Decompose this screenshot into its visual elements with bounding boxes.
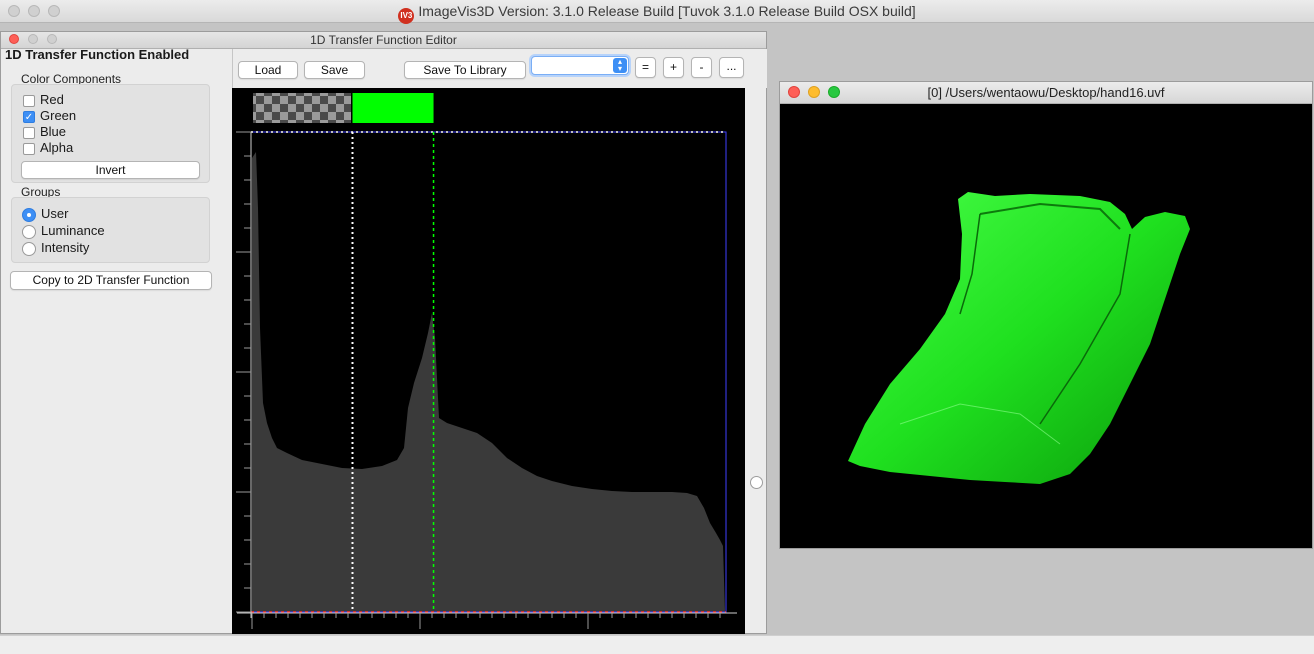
minimize-button-inactive[interactable] — [28, 5, 40, 17]
editor-titlebar[interactable]: 1D Transfer Function Editor — [1, 32, 766, 49]
hand-model — [848, 192, 1190, 484]
library-dropdown[interactable]: ▴ ▾ — [531, 56, 629, 75]
invert-button[interactable]: Invert — [21, 161, 200, 179]
save-button[interactable]: Save — [304, 61, 365, 79]
equal-button[interactable]: = — [635, 57, 656, 78]
hand-crease-detail — [1039, 233, 1131, 425]
intensity-label: Intensity — [41, 240, 90, 255]
plus-button[interactable]: + — [663, 57, 684, 78]
app-logo-icon: IV3 — [398, 8, 415, 24]
y-ticks — [236, 131, 251, 613]
enabled-heading: 1D Transfer Function Enabled — [5, 47, 190, 62]
render-svg[interactable] — [780, 104, 1312, 548]
left-panel: 1D Transfer Function Enabled Color Compo… — [1, 47, 231, 633]
blue-checkbox[interactable] — [23, 127, 35, 139]
blue-label: Blue — [40, 124, 67, 139]
groups-group — [11, 197, 210, 263]
zoom-button-inactive[interactable] — [48, 5, 60, 17]
histogram-svg[interactable] — [232, 88, 745, 634]
zoom-window-button[interactable] — [47, 34, 57, 44]
hand-edge-detail — [959, 213, 981, 315]
histogram-area — [252, 152, 725, 612]
histogram-canvas[interactable] — [232, 88, 745, 634]
hand-vein-detail — [979, 202, 1121, 230]
minus-button[interactable]: - — [691, 57, 712, 78]
luminance-label: Luminance — [41, 223, 105, 238]
transfer-function-color-ramp[interactable] — [352, 93, 434, 123]
render-titlebar[interactable]: [0] /Users/wentaowu/Desktop/hand16.uvf — [780, 82, 1312, 104]
render-window: [0] /Users/wentaowu/Desktop/hand16.uvf — [779, 81, 1313, 549]
close-render-button[interactable] — [788, 86, 800, 98]
green-label: Green — [40, 108, 77, 123]
zoom-render-button[interactable] — [828, 86, 840, 98]
x-ticks — [251, 613, 721, 629]
app-titlebar: IV3 ImageVis3D Version: 3.1.0 Release Bui… — [0, 0, 1314, 24]
red-label: Red — [40, 92, 64, 107]
red-checkbox[interactable] — [23, 95, 35, 107]
app-title: IV3 ImageVis3D Version: 3.1.0 Release Bui… — [0, 3, 1314, 24]
user-label: User — [41, 206, 69, 221]
user-radio[interactable] — [22, 208, 36, 222]
volume-render-view[interactable] — [780, 104, 1312, 548]
groups-label: Groups — [21, 185, 61, 199]
more-button[interactable]: ... — [719, 57, 744, 78]
save-to-library-button[interactable]: Save To Library — [404, 61, 526, 79]
vertical-slider-handle[interactable] — [750, 476, 763, 489]
minimize-window-button[interactable] — [28, 34, 38, 44]
luminance-radio[interactable] — [22, 225, 36, 239]
load-button[interactable]: Load — [238, 61, 298, 79]
copy-to-2d-button[interactable]: Copy to 2D Transfer Function — [10, 271, 212, 290]
editor-toolbar: Load Save Save To Library ▴ ▾ = + - ... — [232, 49, 767, 88]
close-button-inactive[interactable] — [8, 5, 20, 17]
close-window-button[interactable] — [9, 34, 19, 44]
green-checkbox[interactable]: ✓ — [23, 111, 35, 123]
alpha-checkbox[interactable] — [23, 143, 35, 155]
color-components-label: Color Components — [21, 72, 122, 86]
minimize-render-button[interactable] — [808, 86, 820, 98]
transfer-function-alpha-checker — [253, 93, 351, 123]
hand-highlight — [899, 403, 1061, 445]
render-title: [0] /Users/wentaowu/Desktop/hand16.uvf — [927, 85, 1165, 100]
dropdown-arrows-icon: ▴ ▾ — [613, 58, 627, 73]
app-title-text: ImageVis3D Version: 3.1.0 Release Build … — [418, 3, 916, 19]
status-bar — [0, 635, 1314, 654]
intensity-radio[interactable] — [22, 242, 36, 256]
editor-title: 1D Transfer Function Editor — [310, 33, 457, 47]
transfer-function-editor-window: 1D Transfer Function Editor 1D Transfer … — [0, 31, 767, 634]
alpha-label: Alpha — [40, 140, 74, 155]
